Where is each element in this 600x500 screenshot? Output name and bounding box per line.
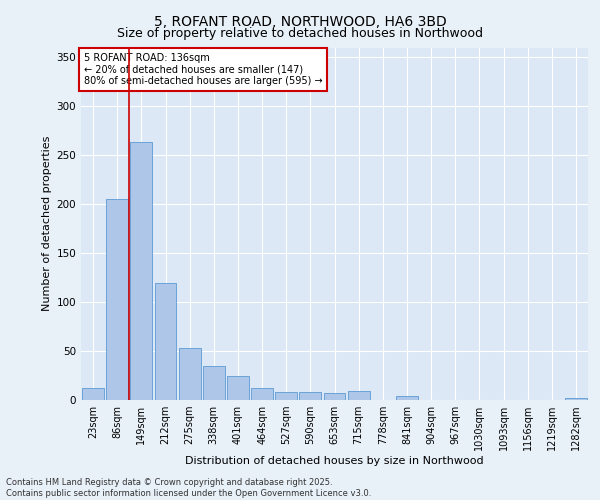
Bar [396, 396, 418, 400]
Bar [155, 282, 176, 400]
Bar [275, 392, 297, 400]
Bar [179, 348, 200, 400]
Bar [299, 392, 321, 400]
Text: Contains HM Land Registry data © Crown copyright and database right 2025.
Contai: Contains HM Land Registry data © Crown c… [6, 478, 371, 498]
Bar [130, 142, 152, 400]
Bar [348, 391, 370, 400]
Bar [227, 376, 249, 400]
Y-axis label: Number of detached properties: Number of detached properties [42, 136, 52, 312]
Bar [323, 393, 346, 400]
Text: Size of property relative to detached houses in Northwood: Size of property relative to detached ho… [117, 28, 483, 40]
X-axis label: Distribution of detached houses by size in Northwood: Distribution of detached houses by size … [185, 456, 484, 466]
Bar [251, 388, 273, 400]
Bar [106, 200, 128, 400]
Bar [82, 388, 104, 400]
Bar [565, 398, 587, 400]
Text: 5, ROFANT ROAD, NORTHWOOD, HA6 3BD: 5, ROFANT ROAD, NORTHWOOD, HA6 3BD [154, 15, 446, 29]
Bar [203, 366, 224, 400]
Text: 5 ROFANT ROAD: 136sqm
← 20% of detached houses are smaller (147)
80% of semi-det: 5 ROFANT ROAD: 136sqm ← 20% of detached … [83, 53, 322, 86]
